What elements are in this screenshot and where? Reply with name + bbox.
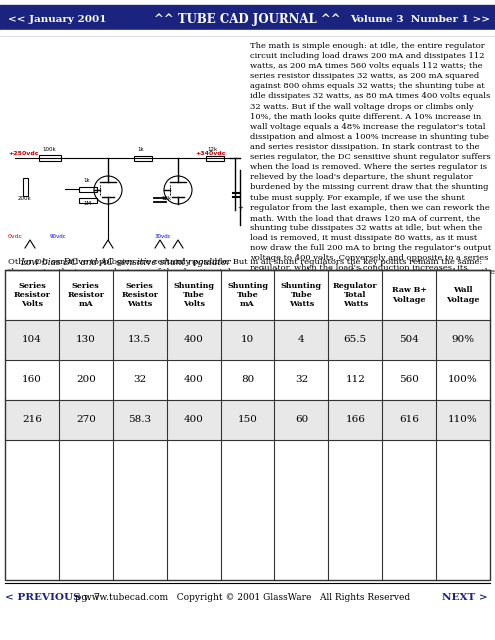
Text: 10: 10 (241, 335, 254, 344)
Text: The math is simple enough: at idle, the entire regulator circuit including load : The math is simple enough: at idle, the … (250, 42, 491, 282)
Text: 58.3: 58.3 (128, 415, 151, 424)
Text: 32: 32 (133, 376, 147, 385)
Text: 12k: 12k (161, 196, 171, 201)
Text: 13.5: 13.5 (128, 335, 151, 344)
Text: 80: 80 (241, 376, 254, 385)
Text: Shunting
Tube
Volts: Shunting Tube Volts (173, 282, 214, 308)
Text: 616: 616 (399, 415, 419, 424)
Text: 130: 130 (76, 335, 96, 344)
Text: 4: 4 (298, 335, 305, 344)
Text: 270: 270 (76, 415, 96, 424)
Text: Shunting
Tube
Watts: Shunting Tube Watts (281, 282, 322, 308)
Text: 12k: 12k (207, 147, 217, 152)
Text: www.tubecad.com   Copyright © 2001 GlassWare   All Rights Reserved: www.tubecad.com Copyright © 2001 GlassWa… (84, 593, 410, 602)
Text: 110%: 110% (448, 415, 478, 424)
Text: pg. 7: pg. 7 (75, 593, 100, 602)
Text: Regulator
Total
Watts: Regulator Total Watts (333, 282, 378, 308)
Text: 166: 166 (346, 415, 365, 424)
Text: 504: 504 (399, 335, 419, 344)
Text: << January 2001: << January 2001 (8, 15, 106, 24)
Text: 100k: 100k (42, 147, 56, 152)
Text: Series
Resistor
Volts: Series Resistor Volts (13, 282, 50, 308)
Text: Raw B+
Voltage: Raw B+ Voltage (392, 286, 427, 303)
Bar (5, 270, 490, 580)
Text: Low bias DC and AC sensitive shunt regulator: Low bias DC and AC sensitive shunt regul… (20, 258, 230, 267)
Bar (79, 186, 97, 191)
Text: 32: 32 (295, 376, 308, 385)
Text: Series
Resistor
Watts: Series Resistor Watts (121, 282, 158, 308)
Text: 100%: 100% (448, 376, 478, 385)
Text: 60: 60 (295, 415, 308, 424)
Text: Wall
Voltage: Wall Voltage (446, 286, 480, 303)
Bar (5, 320, 490, 360)
Text: < PREVIOUS: < PREVIOUS (5, 593, 81, 602)
Text: Other DC sensitive topologies are certainly possible. But in all shunt regulator: Other DC sensitive topologies are certai… (8, 258, 495, 326)
Text: 90vdc: 90vdc (50, 234, 67, 239)
Text: 65.5: 65.5 (344, 335, 367, 344)
Text: 560: 560 (399, 376, 419, 385)
Text: 200: 200 (76, 376, 96, 385)
Bar (5, 150, 245, 250)
Text: 150: 150 (238, 415, 257, 424)
Text: ^^ TUBE CAD JOURNAL ^^: ^^ TUBE CAD JOURNAL ^^ (153, 13, 341, 26)
Text: 160: 160 (22, 376, 42, 385)
Text: Series
Resistor
mA: Series Resistor mA (67, 282, 104, 308)
Text: NEXT >: NEXT > (443, 593, 488, 602)
Bar (0, 5, 495, 35)
Bar (0, 30, 495, 35)
Text: 1M: 1M (83, 201, 91, 206)
Text: 1k: 1k (83, 178, 90, 183)
Text: +: + (237, 205, 243, 211)
Text: 216: 216 (22, 415, 42, 424)
Text: 0vdc: 0vdc (8, 234, 23, 239)
Text: 112: 112 (346, 376, 365, 385)
Text: 400: 400 (184, 376, 203, 385)
Text: 200k: 200k (18, 196, 32, 201)
Bar (134, 156, 152, 161)
Text: 104: 104 (22, 335, 42, 344)
Bar (5, 400, 490, 440)
Text: +250vdc: +250vdc (8, 151, 39, 156)
Text: 90%: 90% (451, 335, 475, 344)
Bar (22, 178, 28, 196)
Bar (5, 360, 490, 400)
Text: 1k: 1k (137, 147, 144, 152)
Text: Shunting
Tube
mA: Shunting Tube mA (227, 282, 268, 308)
Text: 400: 400 (184, 335, 203, 344)
Text: 400: 400 (184, 415, 203, 424)
Bar (206, 156, 224, 161)
Text: Volume 3  Number 1 >>: Volume 3 Number 1 >> (350, 15, 490, 24)
Bar (79, 198, 97, 202)
Bar (5, 270, 490, 320)
Text: +340vdc: +340vdc (195, 151, 226, 156)
Bar (39, 155, 61, 161)
Text: 30vdc: 30vdc (155, 234, 172, 239)
